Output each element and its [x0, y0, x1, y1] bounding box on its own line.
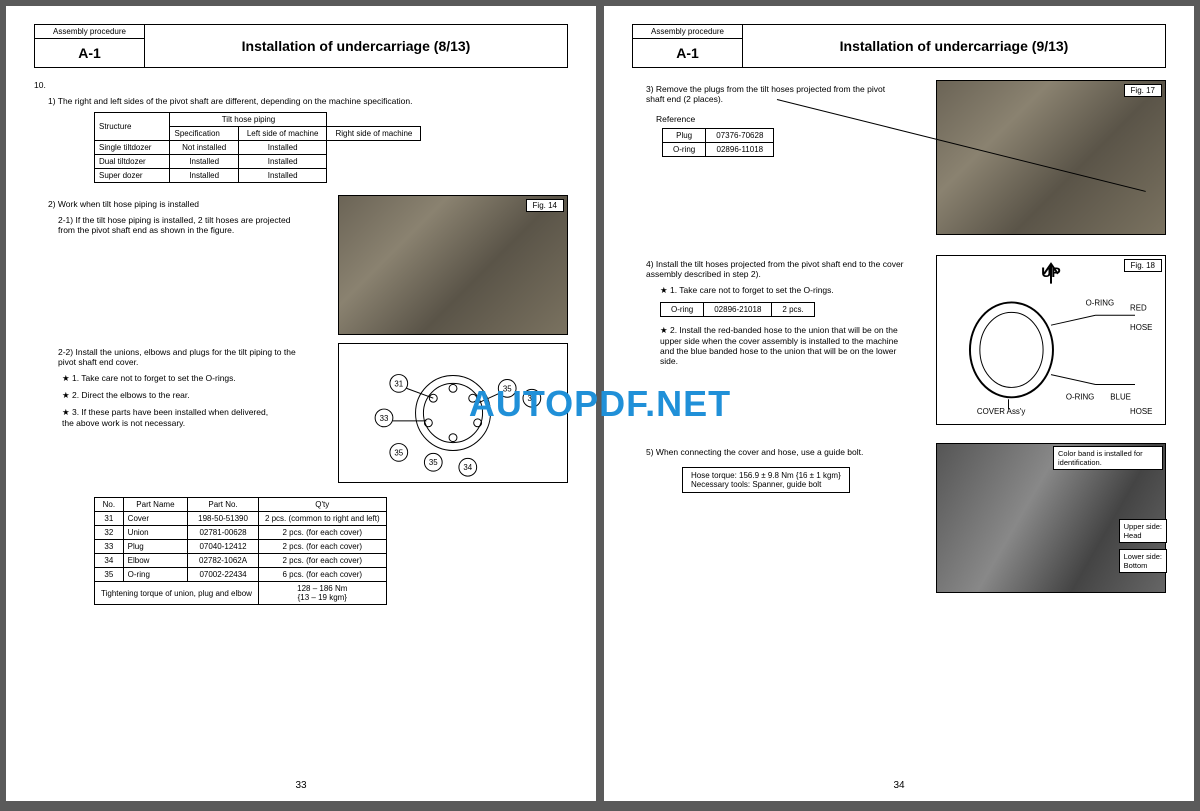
figure-17: Fig. 17 [936, 80, 1166, 235]
header-title: Installation of undercarriage (8/13) [145, 25, 567, 67]
row-2-1: 2) Work when tilt hose piping is install… [34, 195, 568, 335]
fig-17-label: Fig. 17 [1124, 84, 1162, 97]
item-5: 5) When connecting the cover and hose, u… [646, 447, 896, 457]
star-1: ★ 1. Take care not to forget to set the … [62, 373, 328, 384]
svg-text:HOSE: HOSE [1130, 407, 1152, 416]
star-4-2: ★ 2. Install the red-banded hose to the … [660, 325, 910, 366]
ref-table: Plug07376-70628 O-ring02896-11018 [662, 128, 774, 157]
svg-text:31: 31 [394, 379, 403, 388]
page-number: 34 [604, 780, 1194, 791]
parts-table: No. Part Name Part No. Q'ty 31Cover198-5… [94, 497, 387, 605]
header-code-box: Assembly procedure A-1 [633, 25, 743, 67]
svg-text:COVER Ass'y: COVER Ass'y [977, 407, 1025, 416]
callout-3: Lower side: Bottom [1119, 549, 1167, 573]
header-code: A-1 [633, 39, 742, 67]
svg-text:BLUE: BLUE [1110, 392, 1131, 401]
header-code-box: Assembly procedure A-1 [35, 25, 145, 67]
svg-text:HOSE: HOSE [1130, 323, 1152, 332]
figure-14: Fig. 14 [338, 195, 568, 335]
svg-text:35: 35 [503, 384, 512, 393]
item-2: 2) Work when tilt hose piping is install… [48, 199, 328, 209]
svg-text:35: 35 [394, 448, 403, 457]
oring-table: O-ring02896-210182 pcs. [660, 302, 815, 317]
figure-19: Color band is installed for identificati… [936, 443, 1166, 593]
spec-table: StructureTilt hose piping SpecificationL… [94, 112, 421, 183]
fig-14-label: Fig. 14 [526, 199, 564, 212]
row-3: 3) Remove the plugs from the tilt hoses … [632, 80, 1166, 235]
svg-text:RED: RED [1130, 303, 1147, 312]
item-3: 3) Remove the plugs from the tilt hoses … [646, 84, 896, 104]
star-3: ★ 3. If these parts have been installed … [62, 407, 282, 428]
row-4: 4) Install the tilt hoses projected from… [632, 255, 1166, 425]
callout-1: Color band is installed for identificati… [1053, 446, 1163, 470]
page-header: Assembly procedure A-1 Installation of u… [632, 24, 1166, 68]
header-sub: Assembly procedure [35, 25, 144, 39]
torque-box: Hose torque: 156.9 ± 9.8 Nm {16 ± 1 kgm}… [682, 467, 850, 493]
svg-text:33: 33 [380, 414, 389, 423]
left-page: Assembly procedure A-1 Installation of u… [6, 6, 596, 801]
page-header: Assembly procedure A-1 Installation of u… [34, 24, 568, 68]
star-2: ★ 2. Direct the elbows to the rear. [62, 390, 328, 401]
ref-label: Reference [656, 114, 926, 124]
row-2-2: 2-2) Install the unions, elbows and plug… [34, 343, 568, 483]
up-diagram: Fig. 18 UP O-RING RED HOSE O-RING BLUE H… [936, 255, 1166, 425]
svg-text:34: 34 [463, 463, 472, 472]
callout-2: Upper side: Head [1119, 519, 1167, 543]
section-number: 10. [34, 80, 568, 90]
up-label: UP [1041, 264, 1060, 280]
item-4: 4) Install the tilt hoses projected from… [646, 259, 906, 279]
page-number: 33 [6, 780, 596, 791]
header-sub: Assembly procedure [633, 25, 742, 39]
right-page: Assembly procedure A-1 Installation of u… [604, 6, 1194, 801]
svg-text:O-RING: O-RING [1066, 392, 1095, 401]
star-4-1: ★ 1. Take care not to forget to set the … [660, 285, 926, 296]
item-1: 1) The right and left sides of the pivot… [48, 96, 568, 106]
header-code: A-1 [35, 39, 144, 67]
svg-text:35: 35 [429, 458, 438, 467]
fig-18-label: Fig. 18 [1124, 259, 1162, 272]
item-2-1: 2-1) If the tilt hose piping is installe… [58, 215, 298, 235]
header-title: Installation of undercarriage (9/13) [743, 25, 1165, 67]
svg-text:O-RING: O-RING [1086, 298, 1115, 307]
item-2-2: 2-2) Install the unions, elbows and plug… [58, 347, 298, 367]
cover-diagram: 31 35 32 33 35 34 35 [338, 343, 568, 483]
row-5: 5) When connecting the cover and hose, u… [632, 443, 1166, 593]
svg-text:32: 32 [527, 394, 536, 403]
